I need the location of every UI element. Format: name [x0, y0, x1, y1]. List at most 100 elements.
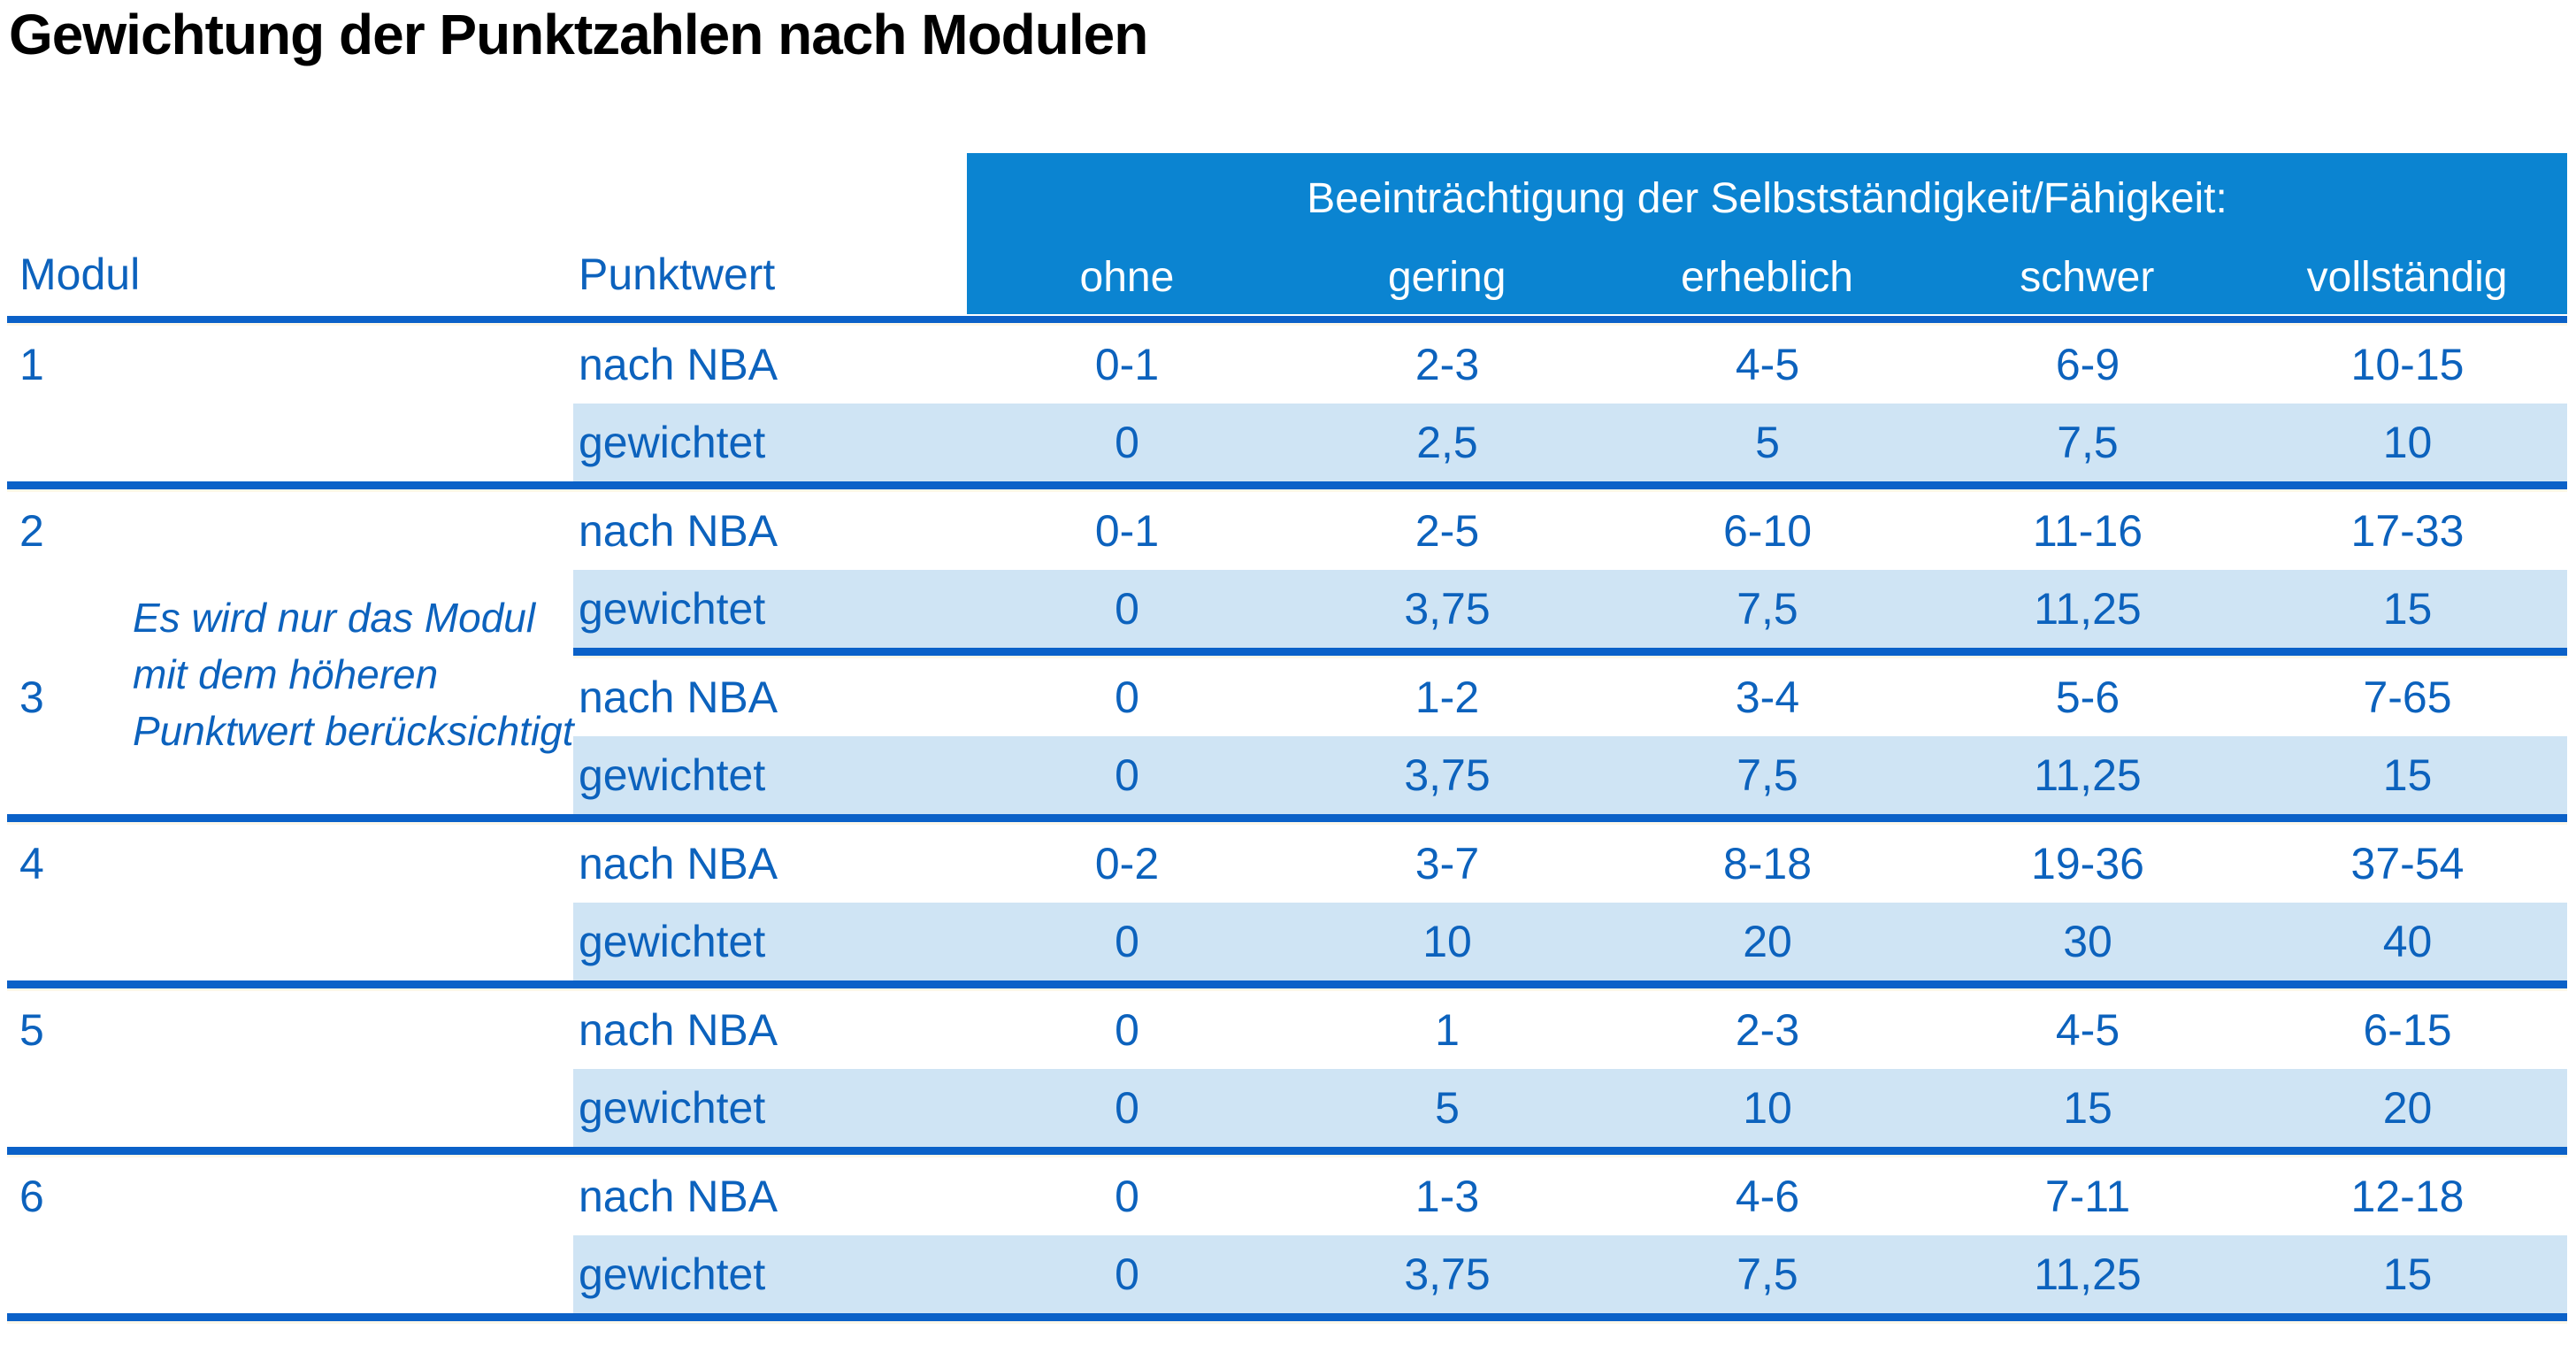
value-cell: 3,75 — [1404, 1250, 1491, 1299]
value-cell: 0 — [1115, 1250, 1139, 1299]
value-cell: 4-5 — [2055, 1005, 2120, 1055]
severity-header-row: ohne gering erheblich schwer vollständig — [967, 253, 2567, 302]
value-cell: 11-16 — [2032, 506, 2143, 556]
value-cell: 11,25 — [2034, 584, 2142, 634]
module-3-nba-row: 3 nach NBA 0 1-2 3-4 5-6 7-65 — [7, 658, 2567, 736]
value-cell: 30 — [2063, 917, 2112, 966]
value-cell: 11,25 — [2034, 1250, 2142, 1299]
value-cell: 0 — [1115, 1172, 1139, 1221]
value-cell: 2-3 — [1735, 1005, 1800, 1055]
module-4-nba-row: 4 nach NBA 0-2 3-7 8-18 19-36 37-54 — [7, 825, 2567, 903]
table-bottom-border — [7, 1313, 2567, 1324]
module-5-weighted-row: gewichtet 0 5 10 15 20 — [7, 1069, 2567, 1147]
value-cell: 5 — [1755, 418, 1780, 467]
page-title: Gewichtung der Punktzahlen nach Modulen — [9, 3, 1148, 66]
module-2-weighted-row: gewichtet 0 3,75 7,5 11,25 15 — [7, 570, 2567, 648]
value-cell: 3,75 — [1404, 750, 1491, 800]
column-header-modul: Modul — [19, 250, 141, 299]
note-line: Es wird nur das Modul — [133, 595, 536, 641]
value-cell: 3,75 — [1404, 584, 1491, 634]
value-cell: 7-11 — [2044, 1172, 2131, 1221]
module-1-nba-row: 1 nach NBA 0-1 2-3 4-5 6-9 10-15 — [7, 326, 2567, 404]
value-cell: 3-7 — [1414, 839, 1480, 888]
row-label-gewichtet: gewichtet — [579, 917, 766, 966]
value-cell: 15 — [2382, 1250, 2433, 1299]
module-2-nba-row: 2 nach NBA 0-1 2-5 6-10 11-16 17-33 — [7, 492, 2567, 570]
row-label-gewichtet: gewichtet — [579, 584, 766, 634]
value-cell: 7-65 — [2363, 673, 2452, 722]
value-cell: 0 — [1115, 750, 1139, 800]
value-cell: 7,5 — [1736, 1250, 1798, 1299]
module-number: 3 — [19, 673, 44, 722]
severity-header-ohne: ohne — [1079, 254, 1175, 301]
modules-2-3-group: 2 nach NBA 0-1 2-5 6-10 11-16 17-33 gewi… — [7, 492, 2567, 814]
severity-header-schwer: schwer — [2020, 254, 2155, 301]
value-cell: 10 — [2382, 418, 2433, 467]
module-1-weighted-row: gewichtet 0 2,5 5 7,5 10 — [7, 404, 2567, 481]
value-cell: 7,5 — [1736, 584, 1798, 634]
value-cell: 17-33 — [2350, 506, 2465, 556]
module-divider — [7, 980, 2567, 991]
value-cell: 0-1 — [1094, 506, 1160, 556]
value-cell: 1-2 — [1414, 673, 1480, 722]
note-higher-module: Es wird nur das Modul mit dem höheren Pu… — [133, 589, 593, 759]
value-cell: 37-54 — [2350, 839, 2465, 888]
note-line: Punktwert berücksichtigt — [133, 708, 574, 754]
value-cell: 0 — [1115, 584, 1139, 634]
column-header-punktwert: Punktwert — [579, 250, 776, 299]
row-label-gewichtet: gewichtet — [579, 418, 766, 467]
module-5-nba-row: 5 nach NBA 0 1 2-3 4-5 6-15 — [7, 991, 2567, 1069]
value-cell: 6-15 — [2363, 1005, 2452, 1055]
note-line: mit dem höheren — [133, 651, 439, 697]
value-cell: 2,5 — [1416, 418, 1478, 467]
value-cell: 5-6 — [2055, 673, 2120, 722]
value-cell: 3-4 — [1735, 673, 1800, 722]
row-label-nba: nach NBA — [579, 340, 778, 389]
value-cell: 8-18 — [1722, 839, 1813, 888]
row-label-nba: nach NBA — [579, 673, 778, 722]
module-number: 5 — [19, 1005, 44, 1055]
value-cell: 40 — [2382, 917, 2433, 966]
value-cell: 10 — [1422, 917, 1472, 966]
module-4-weighted-row: gewichtet 0 10 20 30 40 — [7, 903, 2567, 980]
value-cell: 5 — [1435, 1083, 1460, 1133]
value-cell: 15 — [2063, 1083, 2112, 1133]
value-cell: 12-18 — [2350, 1172, 2465, 1221]
severity-header-erheblich: erheblich — [1681, 254, 1853, 301]
value-cell: 0-1 — [1094, 340, 1160, 389]
value-cell: 0 — [1115, 673, 1139, 722]
weighting-table: Modul Punktwert Beeinträchtigung der Sel… — [7, 153, 2567, 1324]
value-cell: 0 — [1115, 1083, 1139, 1133]
module-6-weighted-row: gewichtet 0 3,75 7,5 11,25 15 — [7, 1235, 2567, 1313]
value-cell: 20 — [2382, 1083, 2433, 1133]
value-cell: 7,5 — [2057, 418, 2119, 467]
value-cell: 15 — [2382, 750, 2433, 800]
row-label-nba: nach NBA — [579, 1172, 778, 1221]
value-cell: 0 — [1115, 1005, 1139, 1055]
severity-header-gering: gering — [1387, 254, 1506, 301]
value-cell: 10 — [1743, 1083, 1792, 1133]
module-divider — [7, 1147, 2567, 1157]
module-divider — [7, 814, 2567, 825]
value-cell: 4-6 — [1735, 1172, 1800, 1221]
module-6-nba-row: 6 nach NBA 0 1-3 4-6 7-11 12-18 — [7, 1157, 2567, 1235]
value-cell: 6-9 — [2055, 340, 2120, 389]
value-cell: 1 — [1435, 1005, 1460, 1055]
table-header: Modul Punktwert Beeinträchtigung der Sel… — [7, 153, 2567, 314]
header-divider — [7, 316, 2567, 326]
row-label-gewichtet: gewichtet — [579, 750, 766, 800]
module-divider — [7, 481, 2567, 492]
value-cell: 10-15 — [2350, 340, 2465, 389]
value-cell: 7,5 — [1736, 750, 1798, 800]
module-3-weighted-row: gewichtet 0 3,75 7,5 11,25 15 — [7, 736, 2567, 814]
module-2-3-divider — [573, 648, 2567, 658]
value-cell: 19-36 — [2031, 839, 2144, 888]
module-number: 1 — [19, 340, 44, 389]
value-cell: 1-3 — [1414, 1172, 1480, 1221]
row-label-nba: nach NBA — [579, 1005, 778, 1055]
value-cell: 2-3 — [1414, 340, 1480, 389]
impairment-title: Beeinträchtigung der Selbstständigkeit/F… — [1307, 175, 2227, 222]
value-cell: 11,25 — [2034, 750, 2142, 800]
value-cell: 0 — [1115, 917, 1139, 966]
